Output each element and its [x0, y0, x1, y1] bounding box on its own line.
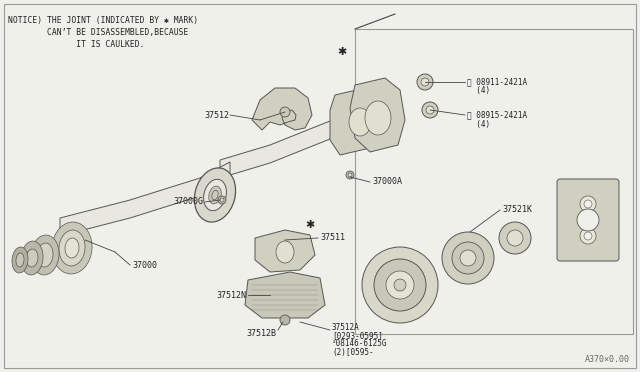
Bar: [355, 29, 633, 334]
Circle shape: [422, 102, 438, 118]
Text: 37000G: 37000G: [173, 198, 203, 206]
Polygon shape: [255, 230, 315, 272]
Text: ✱: ✱: [305, 220, 315, 230]
Text: CAN’T BE DISASSEMBLED,BECAUSE: CAN’T BE DISASSEMBLED,BECAUSE: [8, 28, 188, 37]
Text: 37000: 37000: [132, 260, 157, 269]
Circle shape: [220, 198, 224, 202]
Ellipse shape: [365, 101, 391, 135]
Circle shape: [499, 222, 531, 254]
Text: NOTICE) THE JOINT (INDICATED BY ✱ MARK): NOTICE) THE JOINT (INDICATED BY ✱ MARK): [8, 16, 198, 25]
Polygon shape: [60, 162, 230, 236]
Circle shape: [348, 173, 352, 177]
Text: (4): (4): [467, 119, 490, 128]
Circle shape: [584, 232, 592, 240]
Circle shape: [386, 271, 414, 299]
Circle shape: [218, 196, 226, 204]
Ellipse shape: [349, 108, 371, 136]
Ellipse shape: [65, 238, 79, 258]
Circle shape: [507, 230, 523, 246]
Text: IT IS CAULKED.: IT IS CAULKED.: [8, 40, 145, 49]
Text: 37512B: 37512B: [246, 328, 276, 337]
Text: 37512A: 37512A: [332, 323, 360, 331]
Polygon shape: [245, 272, 325, 318]
Circle shape: [394, 279, 406, 291]
Text: (4): (4): [467, 87, 490, 96]
Circle shape: [442, 232, 494, 284]
Circle shape: [362, 247, 438, 323]
Polygon shape: [350, 78, 405, 152]
Text: 37511: 37511: [320, 234, 345, 243]
Circle shape: [580, 196, 596, 212]
Ellipse shape: [195, 168, 236, 222]
Polygon shape: [220, 108, 360, 178]
Text: 37512: 37512: [204, 110, 229, 119]
Circle shape: [580, 228, 596, 244]
Ellipse shape: [52, 222, 92, 274]
Circle shape: [346, 171, 354, 179]
Text: 37521K: 37521K: [502, 205, 532, 215]
Ellipse shape: [59, 230, 85, 266]
Text: ²08146-6125G: ²08146-6125G: [332, 340, 387, 349]
Ellipse shape: [209, 186, 221, 204]
Circle shape: [417, 74, 433, 90]
Circle shape: [452, 242, 484, 274]
Text: Ⓦ 08915-2421A: Ⓦ 08915-2421A: [467, 110, 527, 119]
Ellipse shape: [276, 241, 294, 263]
Text: [0293-0595]: [0293-0595]: [332, 331, 383, 340]
Circle shape: [280, 315, 290, 325]
Ellipse shape: [12, 247, 28, 273]
Ellipse shape: [31, 235, 59, 275]
Text: ✱: ✱: [337, 47, 347, 57]
Text: 37000A: 37000A: [372, 177, 402, 186]
Polygon shape: [330, 88, 385, 155]
Circle shape: [421, 78, 429, 86]
Circle shape: [584, 200, 592, 208]
Text: A370×0.00: A370×0.00: [585, 355, 630, 364]
FancyBboxPatch shape: [557, 179, 619, 261]
Ellipse shape: [16, 253, 24, 267]
Ellipse shape: [212, 190, 218, 200]
Text: 37512N: 37512N: [216, 291, 246, 299]
Circle shape: [280, 107, 290, 117]
Text: (2)[0595-: (2)[0595-: [332, 347, 374, 356]
Circle shape: [426, 106, 434, 114]
Polygon shape: [252, 88, 312, 130]
Ellipse shape: [204, 179, 227, 211]
Ellipse shape: [26, 249, 38, 267]
Ellipse shape: [21, 241, 43, 275]
Text: Ⓝ 08911-2421A: Ⓝ 08911-2421A: [467, 77, 527, 87]
Circle shape: [374, 259, 426, 311]
Circle shape: [577, 209, 599, 231]
Ellipse shape: [37, 243, 53, 267]
Circle shape: [460, 250, 476, 266]
